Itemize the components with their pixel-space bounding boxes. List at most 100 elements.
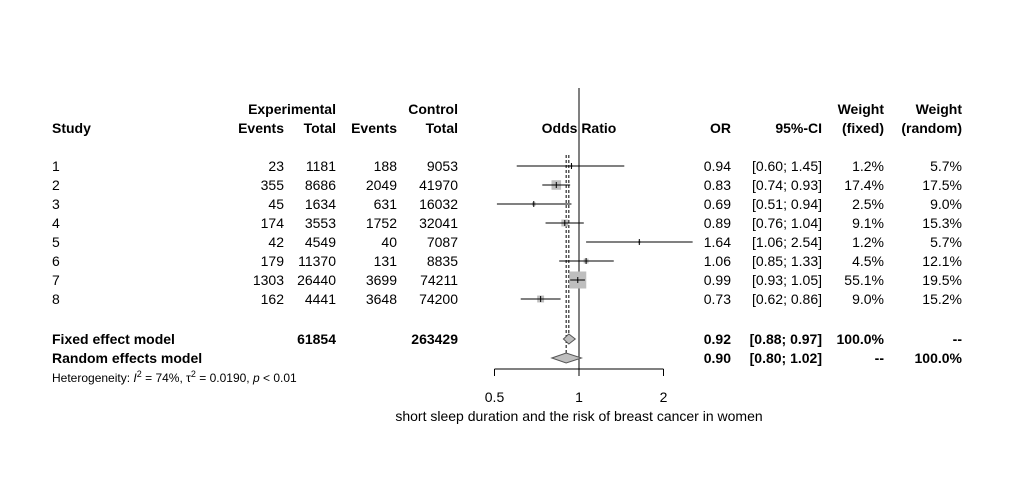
random-diamond: [550, 352, 584, 364]
ci-value: [0.51; 0.94]: [752, 196, 822, 212]
ctrl-total: 74200: [419, 291, 458, 307]
ci-value: [0.74; 0.93]: [752, 177, 822, 193]
heterogeneity-part: 74%: [155, 371, 179, 385]
fixed-ctrl-total: 263429: [411, 331, 458, 347]
random-weight-random: 100.0%: [915, 350, 963, 366]
heterogeneity-part: ,: [246, 371, 253, 385]
exp-total: 1181: [306, 158, 336, 174]
exp-total: 1634: [305, 196, 336, 212]
or-value: 0.83: [704, 177, 731, 193]
random-weight-fixed: --: [875, 350, 885, 366]
weight-fixed: 4.5%: [852, 253, 884, 269]
or-value: 0.69: [704, 196, 731, 212]
or-value: 1.06: [704, 253, 731, 269]
exp-events: 179: [261, 253, 285, 269]
weight-random: 5.7%: [930, 234, 962, 250]
ctrl-total: 74211: [420, 272, 458, 288]
weight-fixed: 17.4%: [844, 177, 884, 193]
header-weight-random: Weight: [916, 101, 963, 117]
ctrl-total: 8835: [427, 253, 458, 269]
exp-total: 3553: [305, 215, 336, 231]
weight-fixed: 55.1%: [844, 272, 884, 288]
exp-total: 8686: [305, 177, 336, 193]
x-tick-label: 0.5: [485, 389, 505, 405]
heterogeneity-part: 2: [191, 369, 196, 379]
exp-events: 45: [268, 196, 284, 212]
or-value: 0.94: [704, 158, 731, 174]
heterogeneity-part: 2: [137, 369, 142, 379]
weight-random: 12.1%: [922, 253, 962, 269]
random-model-label: Random effects model: [52, 350, 202, 366]
exp-total: 4549: [305, 234, 336, 250]
exp-events: 1303: [253, 272, 284, 288]
heterogeneity-part: , τ: [179, 371, 191, 385]
header-random: (random): [901, 120, 962, 136]
weight-random: 9.0%: [930, 196, 962, 212]
header-ctrl-total: Total: [426, 120, 458, 136]
header-or: OR: [710, 120, 731, 136]
x-axis-label: short sleep duration and the risk of bre…: [395, 408, 762, 424]
header-ci: 95%-CI: [775, 120, 822, 136]
ci-value: [0.76; 1.04]: [752, 215, 822, 231]
heterogeneity-part: =: [142, 371, 156, 385]
or-value: 1.64: [704, 234, 731, 250]
or-value: 0.99: [704, 272, 731, 288]
header-ctrl-events: Events: [351, 120, 397, 136]
header-weight-fixed: Weight: [838, 101, 885, 117]
ctrl-events: 3699: [366, 272, 397, 288]
study-label: 5: [52, 234, 60, 250]
ctrl-total: 7087: [427, 234, 458, 250]
ctrl-events: 3648: [366, 291, 397, 307]
heterogeneity-part: 0.0190: [210, 371, 247, 385]
random-ci-value: [0.80; 1.02]: [750, 350, 822, 366]
exp-events: 162: [261, 291, 285, 307]
study-label: 4: [52, 215, 60, 231]
ctrl-events: 631: [374, 196, 398, 212]
random-or-value: 0.90: [704, 350, 731, 366]
header-study: Study: [52, 120, 91, 136]
ci-value: [0.62; 0.86]: [752, 291, 822, 307]
heterogeneity-part: Heterogeneity:: [52, 371, 130, 385]
ctrl-total: 32041: [419, 215, 458, 231]
exp-events: 42: [268, 234, 284, 250]
weight-random: 19.5%: [922, 272, 962, 288]
x-tick-label: 1: [575, 389, 583, 405]
heterogeneity-part: I: [133, 371, 137, 385]
ci-value: [0.93; 1.05]: [752, 272, 822, 288]
ci-value: [1.06; 2.54]: [752, 234, 822, 250]
weight-fixed: 9.0%: [852, 291, 884, 307]
weight-fixed: 1.2%: [852, 234, 884, 250]
ctrl-events: 2049: [366, 177, 397, 193]
weight-random: 15.2%: [922, 291, 962, 307]
header-fixed: (fixed): [842, 120, 884, 136]
ctrl-events: 1752: [366, 215, 397, 231]
header-exp-total: Total: [304, 120, 336, 136]
exp-events: 174: [261, 215, 285, 231]
header-exp-events: Events: [238, 120, 284, 136]
heterogeneity-text: Heterogeneity: I2 = 74%, τ2 = 0.0190, p …: [52, 369, 297, 385]
x-tick-label: 2: [660, 389, 668, 405]
ctrl-events: 131: [374, 253, 398, 269]
fixed-weight-fixed: 100.0%: [837, 331, 885, 347]
weight-random: 15.3%: [922, 215, 962, 231]
header-experimental: Experimental: [248, 101, 336, 117]
study-label: 6: [52, 253, 60, 269]
weight-fixed: 2.5%: [852, 196, 884, 212]
fixed-weight-random: --: [953, 331, 963, 347]
study-label: 3: [52, 196, 60, 212]
exp-total: 26440: [297, 272, 336, 288]
weight-fixed: 9.1%: [852, 215, 884, 231]
ctrl-events: 40: [381, 234, 397, 250]
heterogeneity-part: < 0.01: [263, 371, 297, 385]
weight-random: 17.5%: [922, 177, 962, 193]
fixed-exp-total: 61854: [297, 331, 336, 347]
exp-total: 11370: [298, 253, 336, 269]
study-label: 2: [52, 177, 60, 193]
heterogeneity-part: p: [252, 371, 260, 385]
ctrl-total: 41970: [419, 177, 458, 193]
fixed-diamond: [562, 333, 577, 345]
ctrl-total: 9053: [427, 158, 458, 174]
study-label: 7: [52, 272, 60, 288]
exp-total: 4441: [305, 291, 336, 307]
